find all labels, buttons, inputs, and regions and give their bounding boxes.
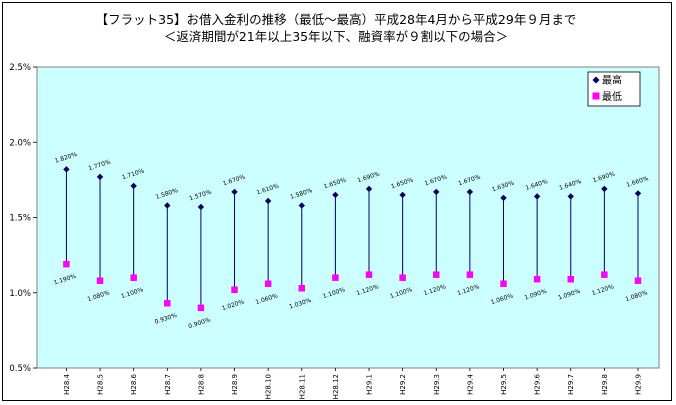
low-point xyxy=(298,284,306,292)
high-point xyxy=(130,182,137,190)
low-point xyxy=(332,274,339,281)
plot-area xyxy=(36,66,660,369)
high-point xyxy=(298,202,305,209)
low-point xyxy=(399,274,406,281)
legend-high-label: 最高 xyxy=(602,74,622,87)
legend: 最高 最低 xyxy=(587,71,641,107)
x-tick-label: H28.9 xyxy=(231,374,239,395)
x-tick-label: H28.5 xyxy=(97,374,105,395)
low-point xyxy=(130,274,137,281)
legend-high-marker xyxy=(592,76,600,84)
x-tick-label: H28.6 xyxy=(130,373,138,394)
chart-subtitle: ＜返済期間が21年以上35年以下、融資率が９割以下の場合＞ xyxy=(164,29,508,44)
high-point xyxy=(567,193,574,200)
x-tick-label: H29.9 xyxy=(634,374,642,395)
high-point xyxy=(601,185,608,193)
high-point xyxy=(399,191,406,199)
low-point xyxy=(63,260,70,268)
x-tick-label: H29.4 xyxy=(466,373,474,394)
x-tick-label: H29.8 xyxy=(601,374,609,395)
x-axis: H28.4 H28.5 H28.6 H28.7 H28.8 H28.9 H28.10 H28.… xyxy=(63,368,642,399)
y-tick-label: 2.5% xyxy=(9,63,31,73)
low-point xyxy=(197,304,205,312)
high-point xyxy=(164,202,171,209)
high-point xyxy=(197,203,205,211)
high-point xyxy=(96,173,104,181)
y-tick-label: 0.5% xyxy=(9,364,31,374)
x-tick-label: H29.5 xyxy=(500,374,508,395)
high-point xyxy=(634,190,642,197)
high-point xyxy=(365,185,373,193)
x-tick-label: H29.6 xyxy=(534,373,542,394)
x-tick-label: H29.1 xyxy=(366,374,374,395)
low-point xyxy=(264,280,272,287)
low-point xyxy=(466,271,474,278)
x-tick-label: H28.10 xyxy=(265,374,273,399)
y-tick-label: 1.5% xyxy=(9,214,31,224)
low-point xyxy=(231,286,238,293)
x-tick-label: H28.12 xyxy=(332,374,340,399)
y-tick-label: 2.0% xyxy=(9,138,31,148)
range-lines xyxy=(65,169,639,308)
low-point xyxy=(567,275,574,283)
high-point xyxy=(466,188,474,196)
low-point xyxy=(601,271,608,278)
low-point xyxy=(96,277,104,284)
legend-low-label: 最低 xyxy=(602,90,622,103)
low-point xyxy=(500,280,507,287)
low-point xyxy=(533,275,541,283)
legend-low-marker xyxy=(592,92,600,100)
chart-title: 【フラット35】お借入金利の推移（最低～最高）平成28年4月から平成29年９月ま… xyxy=(96,12,577,27)
x-tick-label: H28.11 xyxy=(298,374,306,399)
x-tick-label: H29.2 xyxy=(399,374,407,395)
low-point xyxy=(365,271,373,278)
x-tick-label: H29.7 xyxy=(567,374,575,395)
high-point xyxy=(63,166,70,173)
x-tick-label: H29.3 xyxy=(433,374,441,395)
low-point xyxy=(164,300,171,307)
y-tick-label: 1.0% xyxy=(9,289,31,299)
high-point xyxy=(433,188,440,196)
x-tick-label: H28.8 xyxy=(197,374,205,395)
high-point xyxy=(231,188,238,196)
low-point xyxy=(634,277,642,284)
x-tick-label: H28.7 xyxy=(164,374,172,395)
high-point xyxy=(533,193,541,200)
low-point xyxy=(433,271,440,278)
high-point xyxy=(332,191,339,199)
high-point xyxy=(264,197,272,205)
x-tick-label: H28.4 xyxy=(63,373,71,394)
high-point xyxy=(500,194,507,202)
y-axis: 0.5% 1.0% 1.5% 2.0% 2.5% xyxy=(9,63,37,374)
